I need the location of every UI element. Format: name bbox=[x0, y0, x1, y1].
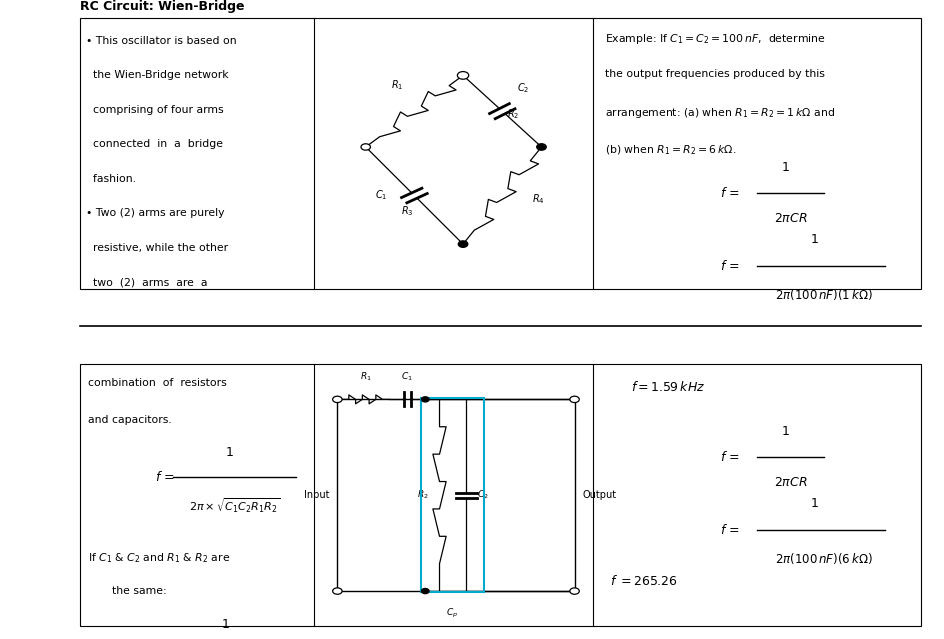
Text: $R_4$: $R_4$ bbox=[531, 192, 544, 206]
Text: fashion.: fashion. bbox=[86, 174, 136, 184]
Text: $R_2$: $R_2$ bbox=[506, 107, 519, 121]
Text: $C_1$: $C_1$ bbox=[401, 371, 413, 383]
Circle shape bbox=[332, 588, 342, 594]
Text: • This oscillator is based on: • This oscillator is based on bbox=[86, 36, 236, 46]
Circle shape bbox=[569, 588, 579, 594]
Text: $f\,=$: $f\,=$ bbox=[155, 470, 175, 484]
Text: $f = 1.59\,kHz$: $f = 1.59\,kHz$ bbox=[631, 380, 705, 394]
Circle shape bbox=[332, 396, 342, 403]
Text: $C_2$: $C_2$ bbox=[477, 489, 488, 502]
Text: $R_1$: $R_1$ bbox=[391, 78, 403, 92]
Text: 1: 1 bbox=[809, 497, 818, 510]
Text: and capacitors.: and capacitors. bbox=[88, 415, 172, 426]
Text: Output: Output bbox=[582, 490, 615, 500]
Text: the Wien-Bridge network: the Wien-Bridge network bbox=[86, 70, 228, 81]
Text: $C_2$: $C_2$ bbox=[516, 81, 529, 95]
Text: 1: 1 bbox=[781, 425, 789, 438]
Text: connected  in  a  bridge: connected in a bridge bbox=[86, 139, 223, 150]
Text: (b) when $R_1 = R_2 = 6\,k\Omega$.: (b) when $R_1 = R_2 = 6\,k\Omega$. bbox=[604, 143, 735, 157]
Text: If $C_1$ & $C_2$ and $R_1$ & $R_2$ are: If $C_1$ & $C_2$ and $R_1$ & $R_2$ are bbox=[88, 551, 230, 565]
Circle shape bbox=[569, 396, 579, 403]
Text: comprising of four arms: comprising of four arms bbox=[86, 105, 224, 115]
Text: 1: 1 bbox=[226, 447, 234, 459]
Text: $2\pi CR$: $2\pi CR$ bbox=[773, 476, 806, 489]
Text: $f\,=$: $f\,=$ bbox=[718, 259, 739, 273]
Text: $f\,=$: $f\,=$ bbox=[718, 523, 739, 537]
Text: 1: 1 bbox=[809, 233, 818, 246]
Text: $2\pi CR$: $2\pi CR$ bbox=[773, 212, 806, 225]
Text: 1: 1 bbox=[781, 161, 789, 174]
Text: $R_1$: $R_1$ bbox=[360, 371, 371, 383]
Text: arrangement: (a) when $R_1 = R_2 = 1\,k\Omega$ and: arrangement: (a) when $R_1 = R_2 = 1\,k\… bbox=[604, 106, 834, 120]
Text: RC Circuit: Wien-Bridge: RC Circuit: Wien-Bridge bbox=[80, 1, 244, 13]
Circle shape bbox=[421, 397, 429, 402]
Text: $2\pi \times \sqrt{C_1 C_2 R_1 R_2}$: $2\pi \times \sqrt{C_1 C_2 R_1 R_2}$ bbox=[189, 497, 280, 515]
Text: resistive, while the other: resistive, while the other bbox=[86, 243, 228, 253]
Text: $f\,=$: $f\,=$ bbox=[718, 450, 739, 464]
Text: $C_1$: $C_1$ bbox=[375, 189, 387, 203]
Text: 1: 1 bbox=[221, 618, 229, 631]
Text: $f\,=$: $f\,=$ bbox=[718, 186, 739, 200]
Text: $R_2$: $R_2$ bbox=[416, 489, 428, 502]
Circle shape bbox=[361, 144, 370, 150]
Text: • Two (2) arms are purely: • Two (2) arms are purely bbox=[86, 208, 225, 219]
Circle shape bbox=[421, 589, 429, 594]
Text: $f\; = 265.26$: $f\; = 265.26$ bbox=[610, 574, 677, 588]
Text: the same:: the same: bbox=[111, 586, 166, 596]
Circle shape bbox=[536, 144, 546, 150]
Text: $C_p$: $C_p$ bbox=[446, 607, 458, 620]
Text: the output frequencies produced by this: the output frequencies produced by this bbox=[604, 69, 824, 79]
Text: $R_3$: $R_3$ bbox=[400, 204, 413, 219]
Text: $2\pi(100\,nF)(6\,k\Omega)$: $2\pi(100\,nF)(6\,k\Omega)$ bbox=[774, 551, 871, 566]
Circle shape bbox=[458, 241, 467, 247]
Text: Input: Input bbox=[304, 490, 329, 500]
Circle shape bbox=[457, 72, 468, 79]
Text: $2\pi(100\,nF)(1\,k\Omega)$: $2\pi(100\,nF)(1\,k\Omega)$ bbox=[774, 287, 871, 302]
Text: Example: If $C_1 = C_2 = 100\,nF$,  determine: Example: If $C_1 = C_2 = 100\,nF$, deter… bbox=[604, 32, 825, 46]
Text: combination  of  resistors: combination of resistors bbox=[88, 378, 227, 389]
Text: two  (2)  arms  are  a: two (2) arms are a bbox=[86, 277, 208, 288]
